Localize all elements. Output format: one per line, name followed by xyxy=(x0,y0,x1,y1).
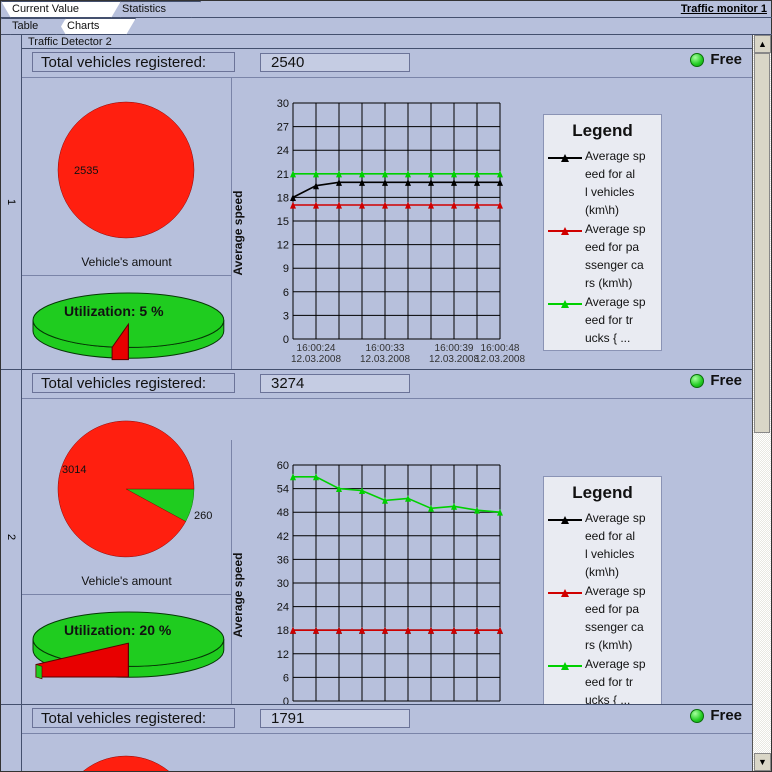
svg-text:Average speed: Average speed xyxy=(232,191,245,276)
svg-text:12.03.2008: 12.03.2008 xyxy=(429,354,479,365)
svg-text:0: 0 xyxy=(283,334,289,346)
svg-text:16:00:24: 16:00:24 xyxy=(297,343,336,354)
svg-text:24: 24 xyxy=(277,145,289,157)
svg-text:36: 36 xyxy=(277,554,289,566)
svg-text:24: 24 xyxy=(277,602,289,614)
svg-text:0: 0 xyxy=(283,696,289,705)
svg-text:9: 9 xyxy=(283,263,289,275)
svg-text:Utilization: 20 %: Utilization: 20 % xyxy=(64,622,172,638)
svg-text:12.03.2008: 12.03.2008 xyxy=(475,354,525,365)
svg-text:30: 30 xyxy=(277,98,289,110)
svg-text:16:00:33: 16:00:33 xyxy=(366,343,405,354)
svg-text:15: 15 xyxy=(277,216,289,228)
svg-text:12.03.2008: 12.03.2008 xyxy=(291,354,341,365)
svg-text:18: 18 xyxy=(277,625,289,637)
svg-text:12.03.2008: 12.03.2008 xyxy=(360,354,410,365)
svg-text:3014: 3014 xyxy=(62,464,86,476)
svg-text:21: 21 xyxy=(277,169,289,181)
svg-text:48: 48 xyxy=(277,507,289,519)
svg-text:12: 12 xyxy=(277,240,289,252)
svg-text:Average speed: Average speed xyxy=(232,553,245,638)
svg-text:6: 6 xyxy=(283,287,289,299)
svg-text:60: 60 xyxy=(277,460,289,472)
svg-text:12: 12 xyxy=(277,649,289,661)
svg-text:260: 260 xyxy=(194,510,212,522)
svg-text:27: 27 xyxy=(277,122,289,134)
svg-text:54: 54 xyxy=(277,484,289,496)
svg-text:Utilization: 5 %: Utilization: 5 % xyxy=(64,303,164,319)
svg-text:18: 18 xyxy=(277,192,289,204)
svg-text:2535: 2535 xyxy=(74,165,98,177)
svg-text:16:00:39: 16:00:39 xyxy=(435,343,474,354)
svg-text:6: 6 xyxy=(283,672,289,684)
svg-text:30: 30 xyxy=(277,578,289,590)
svg-text:3: 3 xyxy=(283,310,289,322)
svg-text:42: 42 xyxy=(277,531,289,543)
svg-text:16:00:48: 16:00:48 xyxy=(481,343,520,354)
